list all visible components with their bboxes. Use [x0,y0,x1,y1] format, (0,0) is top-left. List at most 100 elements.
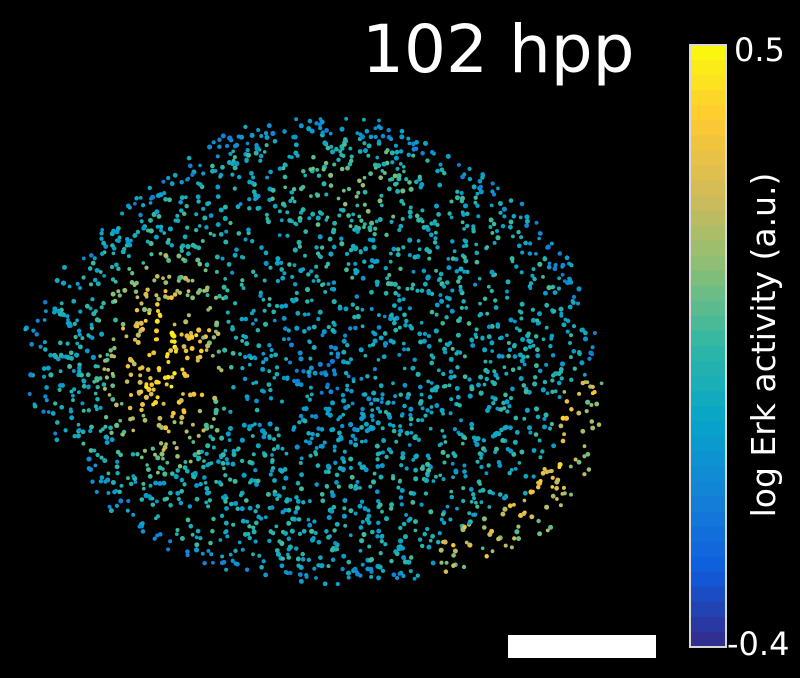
cell-nucleus [529,514,535,520]
cell-nucleus [247,505,253,511]
cell-nucleus [243,316,249,322]
cell-nucleus [355,305,360,311]
cell-nucleus [477,178,483,184]
cell-nucleus [220,256,225,261]
cell-nucleus [352,227,357,232]
cell-nucleus [533,363,539,369]
cell-nucleus [473,282,478,287]
cell-nucleus [419,392,424,397]
cell-nucleus [113,279,118,284]
cell-nucleus [558,503,563,508]
cell-nucleus [389,251,393,256]
cell-nucleus [500,511,506,517]
cell-nucleus [279,260,284,265]
cell-nucleus [589,403,594,407]
cell-nucleus [262,278,267,283]
cell-nucleus [231,385,236,390]
cell-nucleus [376,357,381,362]
cell-nucleus [468,486,474,492]
cell-nucleus [355,269,360,274]
cell-nucleus [502,365,507,370]
cell-nucleus [253,356,258,361]
cell-nucleus [428,426,433,431]
cell-nucleus [122,246,127,252]
cell-nucleus [465,211,470,217]
cell-nucleus [341,349,347,355]
cell-nucleus [501,495,507,501]
cell-nucleus [190,172,195,177]
cell-nucleus [98,270,103,274]
cell-nucleus [186,278,191,283]
cell-nucleus [163,280,169,286]
cell-nucleus [531,343,536,348]
cell-nucleus [350,275,355,280]
cell-nucleus [132,233,138,238]
cell-nucleus [172,322,177,327]
cell-nucleus [74,352,80,358]
cell-nucleus [328,172,334,178]
cell-nucleus [533,406,540,412]
cell-nucleus [198,348,204,354]
cell-nucleus [107,393,112,397]
cell-nucleus [410,282,416,287]
cell-nucleus [404,466,409,471]
cell-nucleus [413,467,419,473]
cell-nucleus [455,365,460,370]
cell-nucleus [296,517,302,522]
cell-nucleus [405,286,410,291]
cell-nucleus [361,531,367,538]
cell-nucleus [263,356,269,362]
cell-nucleus [402,347,407,352]
cell-nucleus [345,360,350,365]
cell-nucleus [408,555,414,560]
cell-nucleus [218,231,224,237]
cell-nucleus [88,448,94,453]
cell-nucleus [231,448,237,454]
cell-nucleus [383,290,389,296]
cell-nucleus [239,437,245,443]
cell-nucleus [437,443,442,448]
cell-nucleus [290,274,295,279]
cell-nucleus [408,205,413,210]
cell-nucleus [56,308,61,314]
cell-nucleus [394,439,399,444]
cell-nucleus [346,559,352,565]
cell-nucleus [321,329,327,335]
cell-nucleus [188,331,194,336]
cell-nucleus [264,135,270,140]
cell-nucleus [348,456,354,462]
cell-nucleus [435,245,440,250]
cell-nucleus [76,422,81,427]
cell-nucleus [340,423,345,429]
cell-nucleus [110,371,115,376]
cell-nucleus [155,455,161,461]
cell-nucleus [266,219,271,225]
cell-nucleus [89,253,94,258]
cell-nucleus [298,413,304,419]
cell-nucleus [425,453,431,459]
cell-nucleus [267,421,273,427]
cell-nucleus [472,496,476,501]
cell-nucleus [222,347,228,353]
cell-nucleus [343,523,348,528]
cell-nucleus [240,547,245,552]
cell-nucleus [307,373,312,379]
cell-nucleus [397,227,402,233]
cell-nucleus [145,367,151,372]
cell-nucleus [484,471,489,476]
cell-nucleus [408,416,414,422]
cell-nucleus [298,460,303,466]
cell-nucleus [414,453,419,459]
cell-nucleus [486,404,492,410]
cell-nucleus [397,571,402,576]
cell-nucleus [109,264,115,270]
cell-nucleus [315,222,321,227]
cell-nucleus [509,256,515,262]
cell-nucleus [395,247,401,252]
cell-nucleus [396,293,401,298]
cell-nucleus [374,219,379,224]
cell-nucleus [354,194,359,199]
cell-nucleus [576,459,582,465]
cell-nucleus [329,351,334,356]
cell-nucleus [154,293,159,298]
